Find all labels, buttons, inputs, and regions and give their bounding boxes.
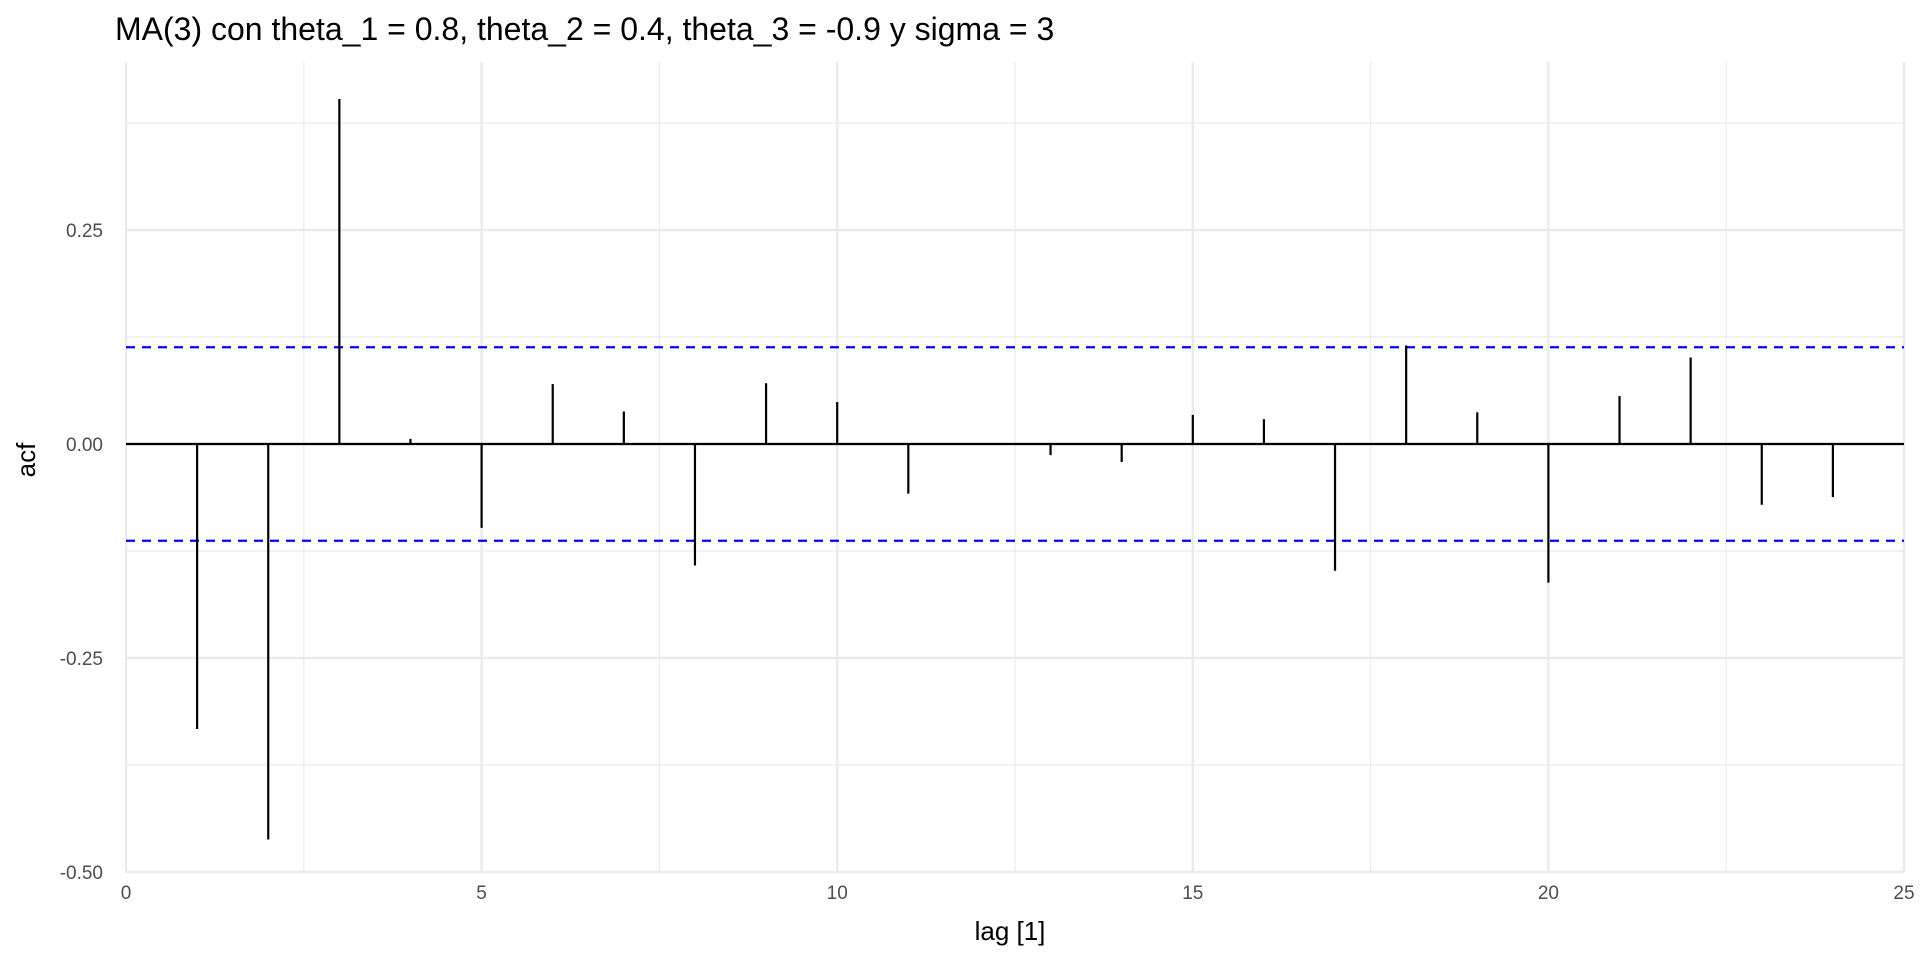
y-tick-label: -0.50 xyxy=(60,863,103,884)
x-tick-label: 10 xyxy=(827,883,848,904)
y-tick-label: -0.25 xyxy=(60,649,103,670)
x-tick-label: 15 xyxy=(1182,883,1203,904)
y-tick-label: 0.00 xyxy=(66,435,103,456)
x-tick-label: 20 xyxy=(1538,883,1559,904)
y-axis-title: acf xyxy=(11,442,41,477)
confidence-bands xyxy=(126,346,1904,542)
acf-bars xyxy=(196,99,1834,840)
x-axis-ticks: 0 5 10 15 20 25 xyxy=(121,883,1915,904)
x-tick-label: 5 xyxy=(476,883,487,904)
x-axis-title: lag [1] xyxy=(975,916,1046,946)
chart-title: MA(3) con theta_1 = 0.8, theta_2 = 0.4, … xyxy=(115,11,1054,47)
y-axis-ticks: -0.50 -0.25 0.00 0.25 xyxy=(60,221,103,884)
x-tick-label: 25 xyxy=(1893,883,1914,904)
grid xyxy=(124,62,1906,874)
y-tick-label: 0.25 xyxy=(66,221,103,242)
x-tick-label: 0 xyxy=(121,883,132,904)
